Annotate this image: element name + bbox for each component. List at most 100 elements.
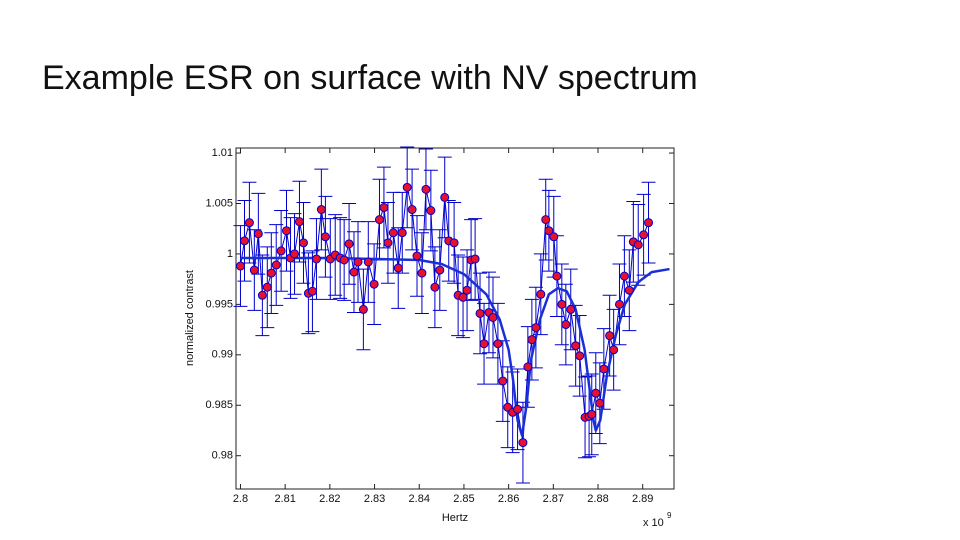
data-point [552,271,562,281]
data-point [339,255,349,265]
x-tick-label: 2.81 [274,493,295,505]
data-point [253,229,263,239]
x-multiplier: x 10 [643,517,664,529]
data-point [311,254,321,264]
y-tick-label: 1 [227,248,233,260]
y-tick-label: 0.99 [212,349,233,361]
data-point [369,279,379,289]
data-point [531,323,541,333]
data-point [527,335,537,345]
data-point [379,203,389,213]
data-point [244,218,254,228]
data-point [619,271,629,281]
data-point [591,388,601,398]
data-point [407,205,417,215]
data-point [344,239,354,249]
data-point [605,331,615,341]
data-point [363,257,373,267]
data-point [402,182,412,192]
y-tick-label: 0.985 [205,399,233,411]
data-point [458,292,468,302]
data-point [566,304,576,314]
data-point [557,299,567,309]
data-point [421,184,431,194]
data-point [358,304,368,314]
slide-title: Example ESR on surface with NV spectrum [42,59,698,97]
data-point [633,240,643,250]
data-point [262,282,272,292]
data-line [239,187,649,443]
data-point [290,249,300,259]
data-point [426,206,436,216]
y-tick-label: 1.005 [205,197,233,209]
data-point [239,236,249,246]
data-point [549,232,559,242]
data-point [271,260,281,270]
data-point [383,238,393,248]
data-point [430,282,440,292]
x-tick-label: 2.87 [543,493,564,505]
data-point [624,285,634,295]
x-tick-label: 2.86 [498,493,519,505]
x-tick-label: 2.82 [319,493,340,505]
data-point [571,341,581,351]
data-point [440,192,450,202]
data-point [470,254,480,264]
x-tick-label: 2.84 [409,493,430,505]
data-point [587,409,597,419]
data-point [498,376,508,386]
data-point [388,228,398,238]
data-point [488,312,498,322]
data-point [639,230,649,240]
data-point [266,268,276,278]
data-point [374,215,384,225]
data-point [353,257,363,267]
data-point [349,267,359,277]
data-point [298,238,308,248]
x-tick-label: 2.88 [587,493,608,505]
data-point [294,217,304,227]
data-point [475,308,485,318]
data-point [479,339,489,349]
data-point [561,320,571,330]
data-point [320,232,330,242]
data-point [493,339,503,349]
data-point [393,263,403,273]
data-point [599,364,609,374]
x-tick-label: 2.85 [453,493,474,505]
x-axis-label: Hertz [442,512,468,524]
data-point [282,226,292,236]
data-point [235,261,245,271]
data-point [462,285,472,295]
data-point [257,290,267,300]
data-point [307,286,317,296]
data-point [644,218,654,228]
x-multiplier-exponent: 9 [667,511,672,520]
data-point [523,362,533,372]
x-tick-label: 2.83 [364,493,385,505]
data-point [541,215,551,225]
x-tick-label: 2.89 [632,493,653,505]
data-point [397,228,407,238]
data-point [575,351,585,361]
y-tick-label: 0.995 [205,298,233,310]
data-point [435,265,445,275]
data-point [544,226,554,236]
data-point [536,289,546,299]
x-tick-label: 2.8 [233,493,248,505]
data-point [595,398,605,408]
data-point [614,299,624,309]
data-point [513,404,523,414]
data-point [609,345,619,355]
plot-frame [235,147,675,490]
data-point [412,251,422,261]
data-point [316,205,326,215]
data-point [276,246,286,256]
data-point [417,268,427,278]
data-point [249,265,259,275]
data-point [449,238,459,248]
y-tick-label: 1.01 [212,147,233,159]
y-axis-label: normalized contrast [184,270,196,366]
y-tick-label: 0.98 [212,450,233,462]
